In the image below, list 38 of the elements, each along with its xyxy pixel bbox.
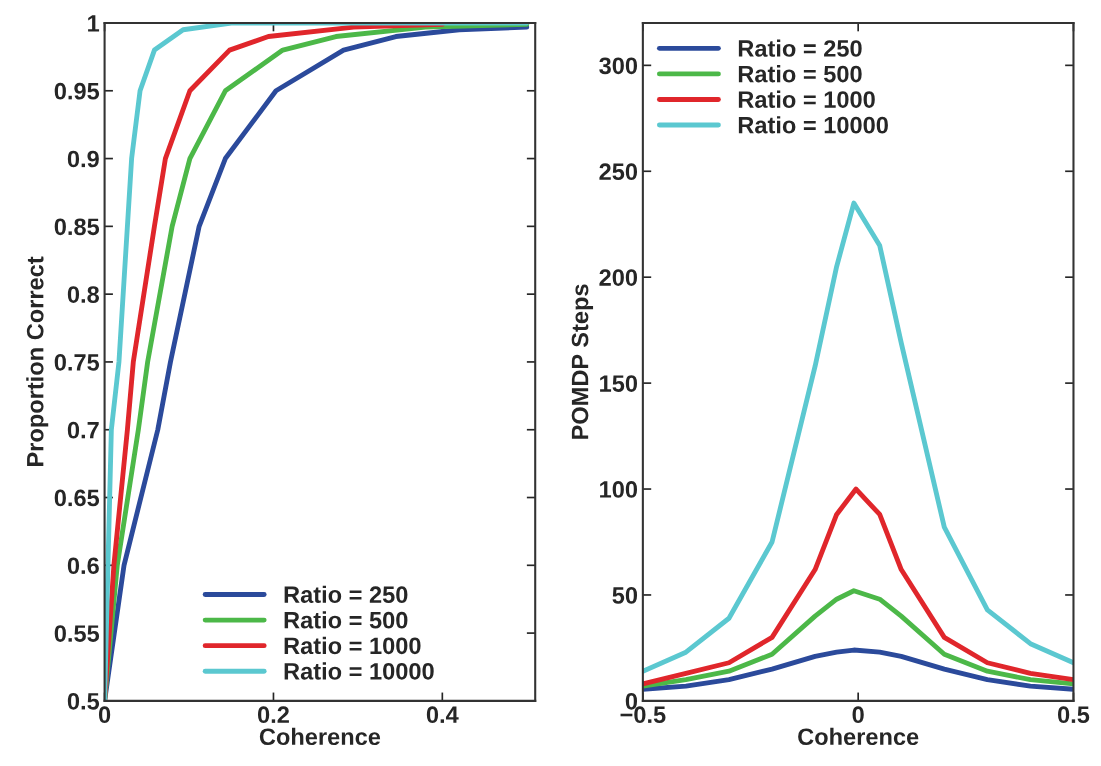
y-tick-label: 0.8 — [67, 286, 100, 303]
y-tick-label: 150 — [600, 375, 638, 392]
legend-label: Ratio = 500 — [738, 65, 862, 83]
x-tick-label: 0 — [98, 706, 111, 724]
x-tick-label: 0.5 — [1058, 706, 1090, 724]
legend-label: Ratio = 10000 — [738, 116, 888, 134]
y-tick-label: 300 — [599, 57, 638, 75]
y-tick-label: 0.75 — [54, 354, 100, 371]
legend-label: Ratio = 1000 — [284, 636, 421, 655]
y-axis-title: POMDP Steps — [571, 284, 594, 439]
legend-label: Ratio = 500 — [284, 611, 408, 629]
legend-label: Ratio = 10000 — [284, 662, 434, 680]
legend-label: Ratio = 250 — [738, 39, 862, 57]
x-tick-label: 0.2 — [257, 706, 289, 724]
x-tick-label: 0.4 — [426, 706, 459, 724]
y-tick-label: 100 — [600, 481, 638, 498]
y-tick-label: 200 — [599, 269, 638, 286]
y-tick-label: 0.9 — [67, 150, 99, 168]
y-axis-title: Proportion Correct — [26, 256, 49, 466]
y-tick-label: 1 — [88, 15, 100, 32]
x-axis-title: Coherence — [259, 727, 381, 746]
legend-label: Ratio = 1000 — [738, 90, 875, 108]
x-axis-title: Coherence — [798, 727, 919, 746]
y-tick-label: 50 — [612, 587, 638, 604]
y-tick-label: 0.95 — [54, 82, 100, 100]
x-tick-label: 0 — [852, 706, 864, 724]
y-tick-label: 0.85 — [54, 218, 100, 236]
y-tick-label: 0.65 — [54, 489, 100, 507]
line-series — [642, 200, 1074, 674]
y-tick-label: 0.55 — [54, 625, 100, 642]
line-series — [642, 588, 1074, 689]
y-tick-label: 250 — [599, 163, 638, 181]
y-tick-label: 0.7 — [67, 421, 99, 439]
line-series — [642, 486, 1074, 687]
legend-label: Ratio = 250 — [284, 585, 408, 604]
y-tick-label: 0.5 — [67, 692, 100, 710]
y-tick-label: 0.6 — [67, 557, 99, 575]
line-series — [642, 647, 1074, 692]
